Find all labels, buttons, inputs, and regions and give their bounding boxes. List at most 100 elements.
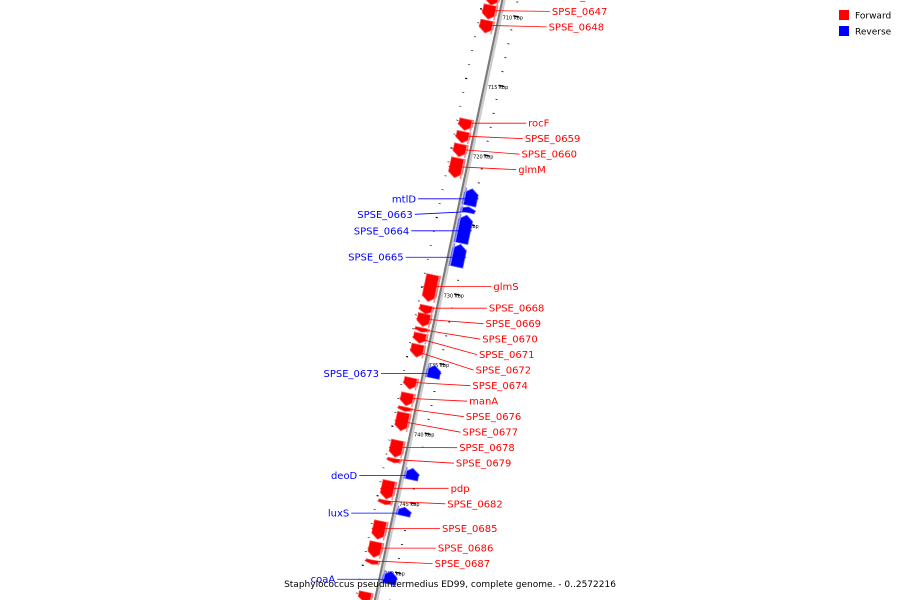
gene-feature[interactable]	[478, 18, 496, 35]
gene-feature[interactable]	[388, 438, 406, 459]
gene-feature[interactable]	[424, 364, 442, 380]
gene-feature[interactable]	[416, 312, 433, 328]
gene-label[interactable]: SPSE_0668	[489, 304, 545, 315]
gene-highlight	[466, 132, 471, 145]
gene-feature[interactable]	[403, 466, 420, 482]
label-connector	[399, 397, 468, 402]
gene-feature[interactable]	[367, 540, 385, 559]
gene-label[interactable]: SPSE_0665	[348, 253, 404, 264]
caption: Staphylococcus pseudintermedius ED99, co…	[284, 580, 616, 590]
gene-label[interactable]: glmS	[493, 282, 518, 293]
gene-feature[interactable]	[377, 498, 394, 506]
forward-gene-arrow[interactable]	[418, 303, 435, 315]
gene-label[interactable]: SPSE_0686	[438, 544, 494, 555]
gene-feature[interactable]	[399, 391, 416, 408]
gene-label[interactable]: luxS	[328, 509, 349, 520]
gene-label[interactable]: SPSE_0664	[354, 226, 410, 237]
label-connector	[452, 148, 520, 155]
gene-feature[interactable]	[461, 187, 479, 208]
label-connector	[386, 458, 454, 464]
gene-feature[interactable]	[485, 0, 501, 7]
gene-label[interactable]: mtlD	[392, 194, 416, 205]
legend-label-forward: Forward	[855, 12, 891, 22]
gene-feature[interactable]	[357, 590, 374, 600]
gene-feature[interactable]	[460, 205, 476, 215]
gene-label[interactable]: SPSE_0670	[482, 335, 538, 346]
gene-feature[interactable]	[365, 558, 381, 566]
forward-gene-arrow[interactable]	[399, 391, 416, 407]
gene-highlight	[460, 205, 464, 212]
gene-label[interactable]: deoD	[331, 471, 358, 482]
forward-gene-arrow[interactable]	[455, 129, 472, 144]
tick-label: 745 kbp	[399, 502, 419, 508]
gene-highlight	[427, 315, 432, 328]
tick-label: 715 kbp	[488, 85, 508, 91]
label-connector	[414, 210, 476, 215]
gene-feature[interactable]	[371, 519, 389, 541]
gene-feature[interactable]	[448, 156, 466, 180]
gene-feature[interactable]	[381, 569, 398, 586]
forward-gene-arrow[interactable]	[481, 3, 499, 20]
gene-highlight	[433, 276, 441, 303]
gene-feature[interactable]	[481, 3, 499, 21]
forward-gene-arrow[interactable]	[357, 590, 374, 600]
forward-gene-arrow[interactable]	[388, 438, 406, 458]
gene-label[interactable]: SPSE_0647	[552, 7, 608, 18]
gene-label[interactable]: SPSE_0659	[525, 134, 581, 145]
tick-label: 710 kbp	[503, 15, 523, 21]
forward-gene-arrow[interactable]	[485, 0, 501, 6]
gene-label[interactable]: SPSE_0678	[459, 443, 514, 454]
major-tick	[394, 571, 402, 575]
gene-label[interactable]: SPSE_0669	[486, 319, 542, 330]
gene-feature[interactable]	[452, 142, 469, 159]
gene-highlight	[377, 561, 380, 566]
gene-labels: SPSE_0646 SPSE_0647 SPSE_0648 rocF SPSE_0659…	[311, 0, 611, 586]
gene-feature[interactable]	[418, 303, 435, 316]
legend-swatch-forward	[839, 10, 849, 20]
gene-label[interactable]: pdp	[451, 484, 470, 495]
gene-feature[interactable]	[421, 273, 441, 303]
gene-label[interactable]: SPSE_0673	[323, 369, 379, 380]
gene-label[interactable]: SPSE_0671	[479, 350, 535, 361]
gene-label[interactable]: SPSE_0646	[555, 0, 611, 2]
label-connector	[448, 165, 517, 171]
gene-label[interactable]: SPSE_0685	[442, 524, 498, 535]
forward-gene-arrow[interactable]	[386, 456, 402, 464]
gene-highlight	[463, 145, 469, 159]
gene-label[interactable]: SPSE_0672	[476, 366, 532, 377]
gene-label[interactable]: SPSE_0682	[447, 499, 503, 510]
gene-feature[interactable]	[409, 342, 427, 359]
gene-feature[interactable]	[453, 213, 474, 245]
gene-highlight	[462, 187, 468, 205]
gene-label[interactable]: coaA	[311, 575, 336, 586]
gene-label[interactable]: SPSE_0660	[522, 150, 578, 161]
gene-label[interactable]: SPSE_0679	[456, 459, 512, 470]
forward-gene-arrow[interactable]	[403, 376, 420, 390]
forward-gene-arrow[interactable]	[365, 558, 381, 565]
gene-feature[interactable]	[455, 129, 472, 145]
gene-feature[interactable]	[403, 376, 420, 391]
forward-gene-arrow[interactable]	[478, 18, 496, 34]
gene-highlight	[400, 441, 406, 459]
gene-label[interactable]: SPSE_0676	[466, 412, 522, 423]
gene-highlight	[382, 522, 388, 541]
gene-feature[interactable]	[448, 243, 467, 269]
gene-label[interactable]: manA	[469, 397, 498, 408]
forward-gene-arrow[interactable]	[458, 117, 475, 131]
gene-feature[interactable]	[386, 456, 402, 465]
gene-label[interactable]: SPSE_0677	[463, 428, 519, 439]
gene-label[interactable]: SPSE_0648	[549, 22, 605, 33]
gene-highlight	[426, 329, 430, 334]
gene-label[interactable]: glmM	[518, 165, 546, 176]
gene-highlight	[404, 466, 408, 479]
gene-label[interactable]: rocF	[528, 119, 550, 130]
gene-feature[interactable]	[379, 479, 398, 501]
gene-label[interactable]: SPSE_0674	[472, 381, 528, 392]
gene-feature[interactable]	[458, 117, 475, 132]
label-connector	[409, 348, 474, 371]
gene-feature[interactable]	[412, 331, 429, 345]
gene-label[interactable]: SPSE_0663	[357, 210, 413, 221]
gene-label[interactable]: SPSE_0687	[435, 559, 491, 570]
forward-gene-arrow[interactable]	[377, 498, 394, 506]
forward-gene-arrow[interactable]	[367, 540, 385, 558]
